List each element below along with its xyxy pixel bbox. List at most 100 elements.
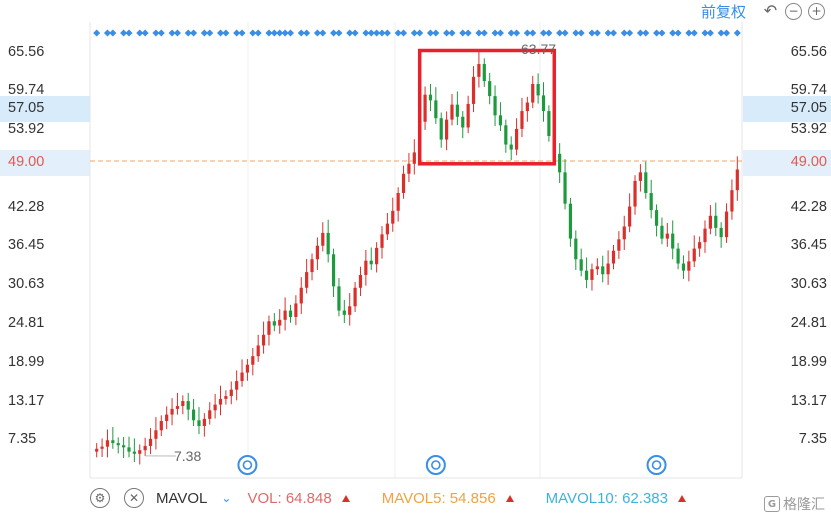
event-diamond — [93, 29, 101, 37]
right-axis-tick: 65.56 — [790, 44, 827, 60]
event-diamond — [276, 29, 284, 37]
left-axis-tick: 36.45 — [8, 237, 45, 253]
candle-body — [369, 260, 373, 265]
candle-body — [509, 144, 513, 150]
event-marker-icon-inner — [242, 460, 253, 470]
left-current-price: 49.00 — [8, 154, 45, 170]
event-diamond — [604, 29, 612, 37]
up-arrow-icon — [677, 494, 686, 502]
watermark-logo: G 格隆汇 — [764, 494, 825, 514]
highlight-box — [417, 48, 557, 166]
indicator-name[interactable]: MAVOL — [156, 489, 208, 507]
left-axis-tick: 7.35 — [8, 431, 37, 447]
event-diamond — [222, 29, 230, 37]
event-diamond — [674, 29, 682, 37]
candle-body — [590, 269, 594, 280]
candle-body — [730, 190, 734, 212]
candle-body — [471, 76, 476, 104]
event-diamond — [249, 29, 257, 37]
candle-body — [681, 263, 686, 271]
mavol10-indicator: MAVOL10: 62.383 — [546, 490, 686, 507]
event-diamond — [540, 29, 548, 37]
high-price-label: 63.77 — [521, 41, 557, 57]
candle-body — [558, 153, 562, 173]
event-diamond — [152, 29, 160, 37]
right-highlight-band — [743, 96, 831, 122]
candle-body — [525, 102, 529, 112]
zoom-out-icon[interactable]: − — [785, 2, 802, 20]
right-axis-tick: 30.63 — [790, 276, 827, 292]
candle-body — [321, 232, 325, 246]
candle-body — [541, 95, 546, 112]
candle-body — [235, 381, 239, 390]
right-axis-tick: 24.81 — [790, 315, 827, 331]
event-diamond — [373, 29, 381, 37]
candle-body — [477, 64, 481, 77]
candle-body — [579, 259, 583, 271]
event-diamond — [620, 29, 628, 37]
event-diamond — [400, 29, 408, 37]
candle-body — [649, 193, 653, 211]
candle-body — [563, 172, 567, 204]
candle-body — [617, 239, 621, 251]
event-diamond — [426, 29, 434, 37]
left-axis-tick: 18.99 — [8, 354, 45, 370]
close-icon[interactable]: ✕ — [124, 488, 144, 508]
candle-body — [127, 447, 131, 452]
zoom-in-icon[interactable]: + — [808, 2, 825, 20]
candle-body — [229, 389, 233, 397]
event-diamond — [313, 29, 321, 37]
event-diamond — [233, 29, 241, 37]
candle-body — [719, 227, 723, 238]
candle-body — [644, 172, 648, 193]
candle-body — [455, 104, 459, 117]
right-highlight-value: 57.05 — [790, 100, 827, 116]
candle-body — [488, 81, 492, 97]
event-diamond — [706, 29, 714, 37]
candle-body — [434, 100, 438, 119]
candle-body — [251, 356, 255, 365]
candle-body — [197, 420, 201, 426]
vol-label: VOL: 64.848 — [247, 489, 332, 507]
candle-body — [278, 319, 282, 326]
candle-body — [95, 448, 99, 452]
candle-body — [735, 169, 739, 191]
event-diamond — [701, 29, 709, 37]
candle-body — [305, 272, 309, 288]
candle-body — [391, 210, 395, 224]
candle-body — [428, 94, 433, 101]
candle-body — [450, 104, 454, 120]
event-diamond — [669, 29, 677, 37]
event-diamond — [556, 29, 564, 37]
candle-body — [439, 118, 443, 140]
event-diamond — [443, 29, 451, 37]
event-diamond — [685, 29, 693, 37]
candle-body — [159, 421, 163, 431]
event-diamond — [270, 29, 278, 37]
price-adjust-selector[interactable]: 前复权 — [700, 2, 746, 21]
event-diamond — [636, 29, 644, 37]
candle-body — [660, 225, 664, 239]
candle-body — [240, 372, 244, 382]
event-diamond — [346, 29, 354, 37]
candle-body — [531, 83, 535, 103]
chevron-down-icon[interactable]: ⌄ — [221, 491, 232, 505]
undo-icon[interactable]: ↶ — [763, 1, 778, 20]
indicator-bar: ⚙ ✕ MAVOL ⌄ VOL: 64.848 MAVOL5: 54.856 M… — [0, 484, 831, 512]
candle-body — [165, 414, 169, 421]
candle-body — [568, 203, 573, 239]
gear-icon[interactable]: ⚙ — [90, 488, 110, 508]
right-current-price: 49.00 — [790, 154, 827, 170]
event-diamond — [416, 29, 424, 37]
candle-body — [132, 451, 136, 454]
candle-body — [504, 125, 508, 145]
candle-body — [622, 226, 626, 240]
candle-body — [638, 172, 643, 181]
right-axis-tick: 13.17 — [790, 393, 827, 409]
event-diamond — [410, 29, 418, 37]
event-diamond — [297, 29, 305, 37]
candle-body — [584, 270, 589, 280]
event-diamond — [658, 29, 666, 37]
candle-body — [310, 259, 314, 273]
